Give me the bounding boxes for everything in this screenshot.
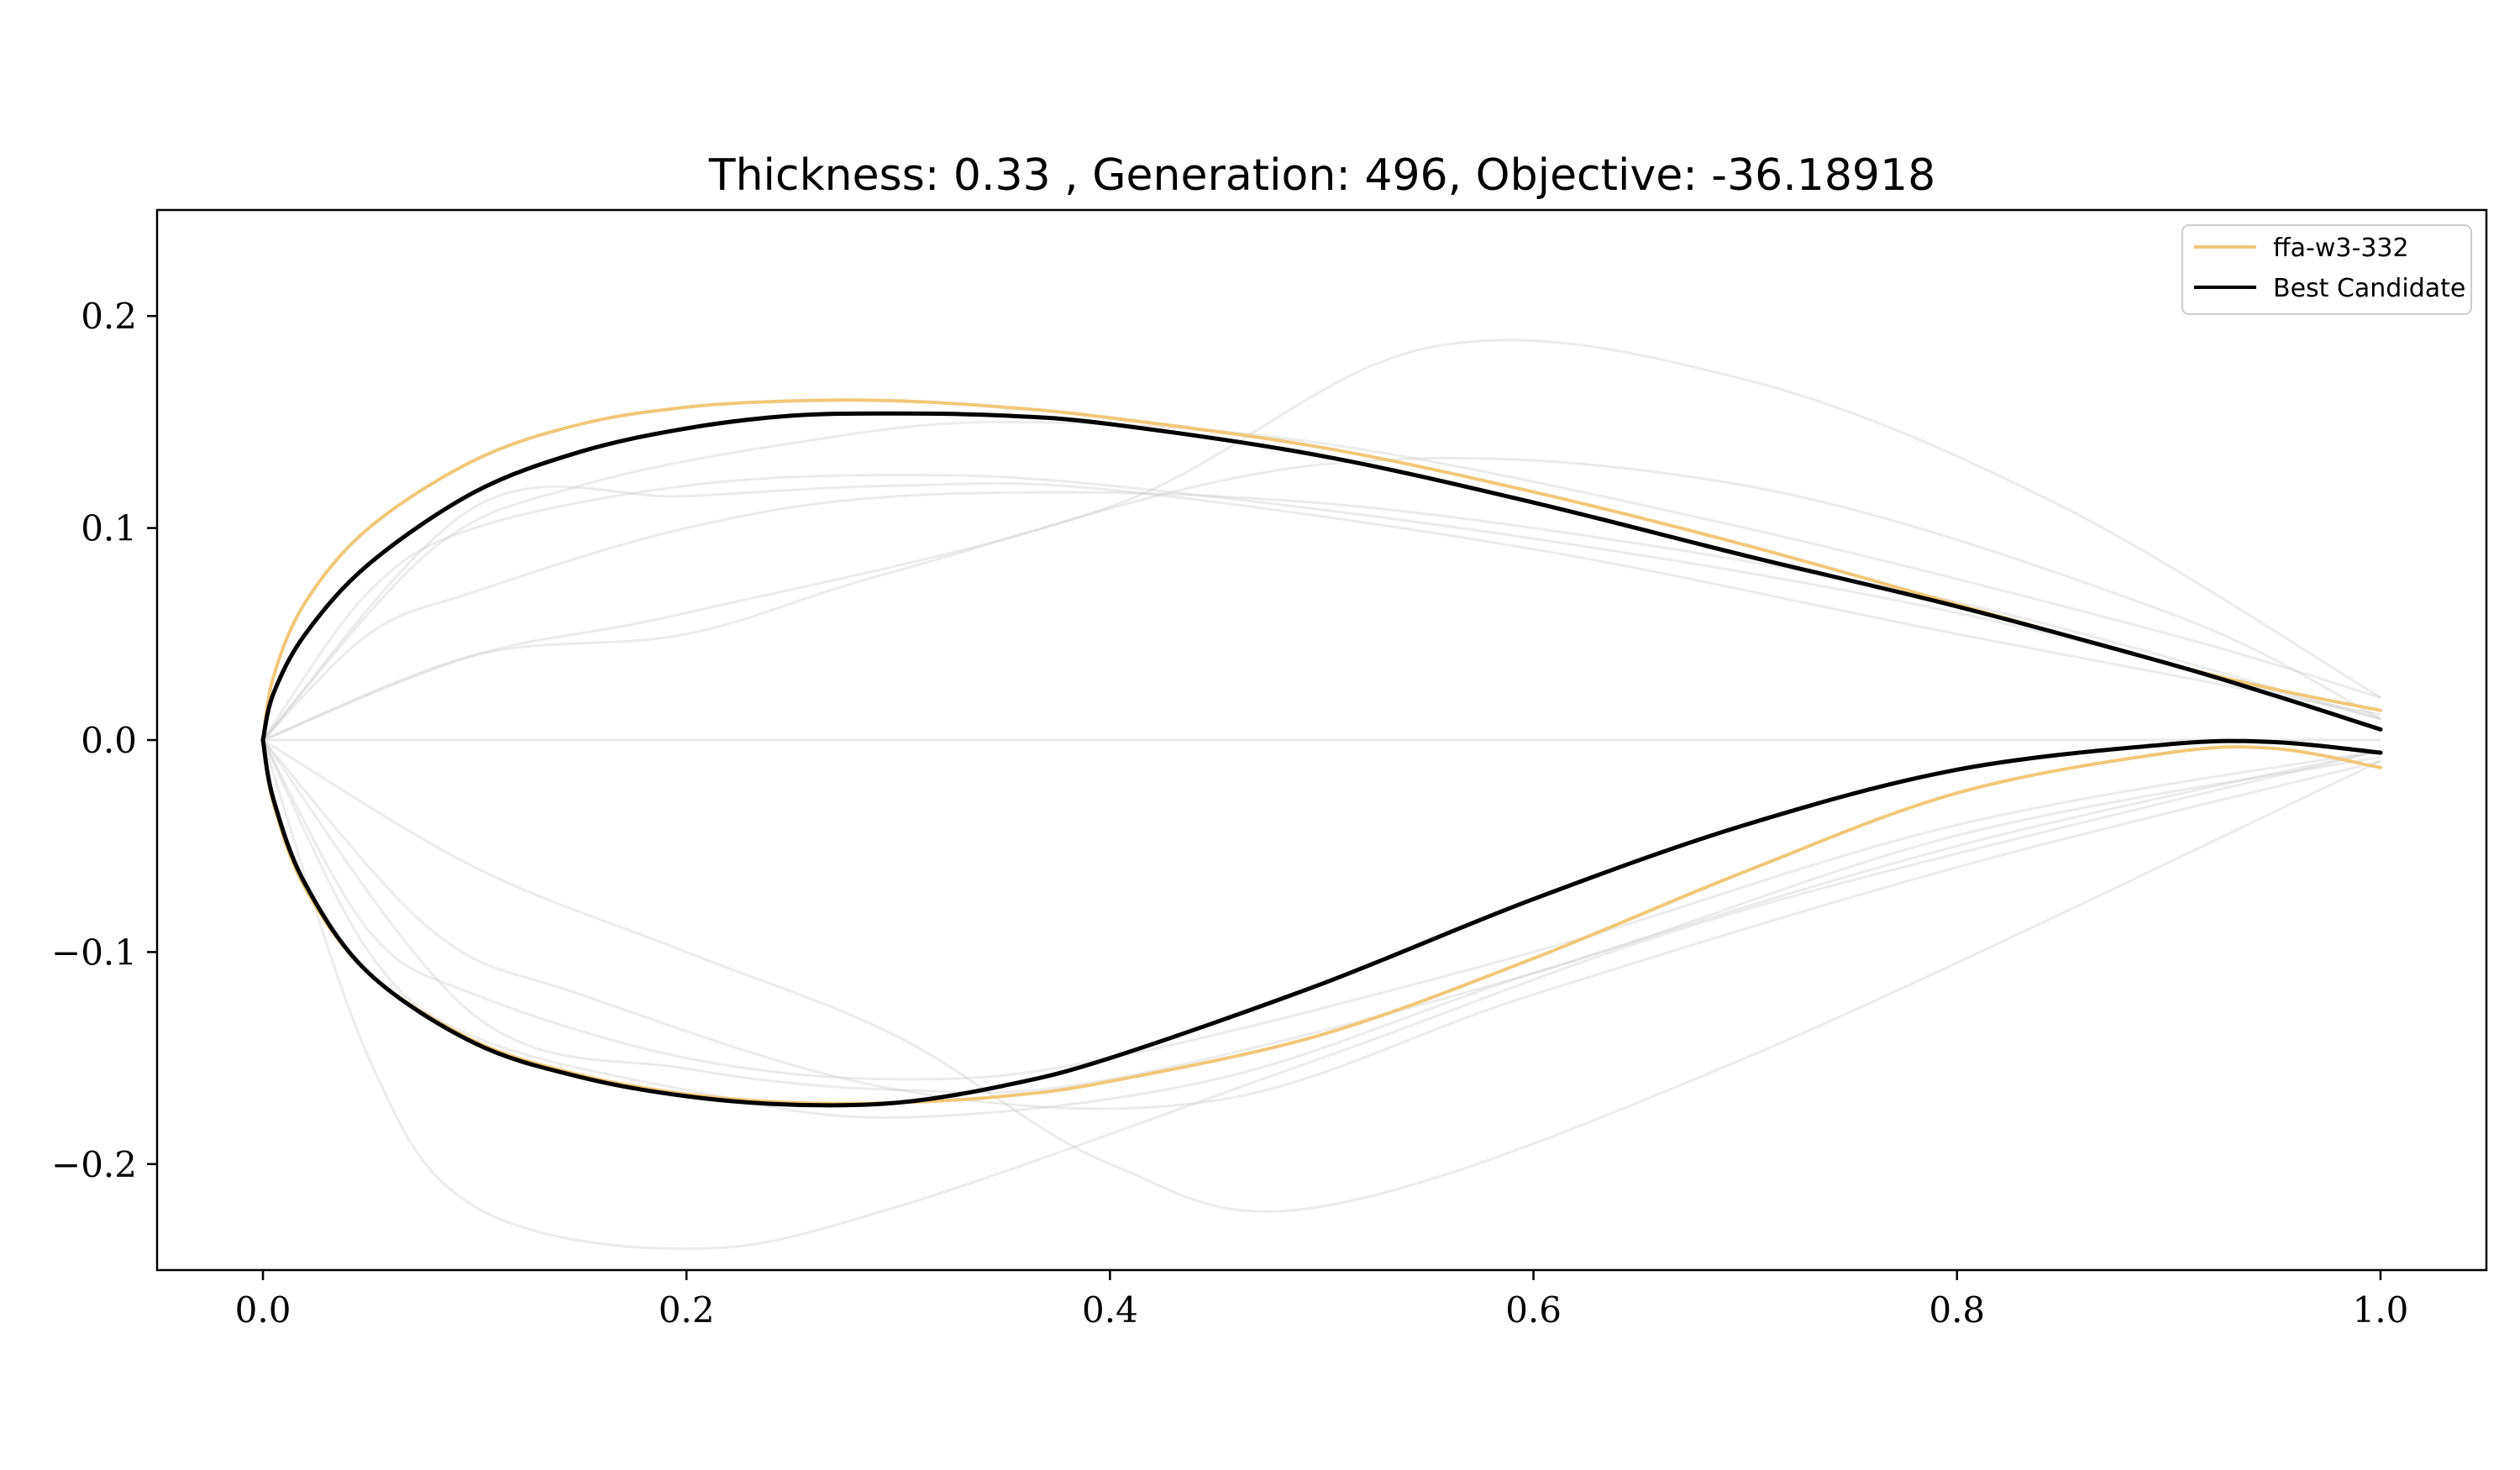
y-tick-label: −0.2 [51, 1144, 137, 1185]
x-tick-label: 0.4 [1082, 1289, 1138, 1331]
series-line-best-candidate-upper [260, 411, 2383, 743]
candidate-curve-0-lower [261, 739, 2381, 1081]
y-tick-label: 0.2 [81, 296, 137, 337]
x-tick-label: 0.6 [1505, 1289, 1562, 1331]
candidate-curve-4-lower [261, 739, 2381, 1095]
chart-title: Thickness: 0.33 , Generation: 496, Objec… [708, 150, 1935, 201]
candidate-curve-5-lower [262, 738, 2381, 1213]
y-tick-label: −0.1 [51, 932, 137, 973]
candidate-curve-2-upper [262, 339, 2381, 742]
y-tick-label: 0.0 [81, 720, 137, 761]
x-tick-label: 0.8 [1929, 1289, 1985, 1331]
candidate-curve-3-upper [261, 420, 2381, 741]
candidate-curve-3-lower [261, 739, 2381, 1110]
y-axis: −0.2 −0.1 0.0 0.1 0.2 [51, 296, 157, 1185]
candidate-curve-1-upper [261, 491, 2381, 742]
candidate-curve-0-upper [261, 473, 2381, 741]
plot-area [260, 339, 2383, 1251]
candidate-curve-2-lower [261, 739, 2381, 1251]
candidate-curve-5-upper [262, 456, 2381, 742]
x-tick-label: 0.0 [235, 1289, 291, 1331]
legend-label-ffa-w3-332: ffa-w3-332 [2273, 234, 2409, 263]
x-tick-label: 1.0 [2353, 1289, 2409, 1331]
candidate-curve-4-upper [261, 481, 2381, 742]
candidate-curve-1-lower [261, 739, 2381, 1119]
legend-label-best-candidate: Best Candidate [2273, 274, 2465, 303]
x-tick-label: 0.2 [659, 1289, 715, 1331]
x-axis: 0.0 0.2 0.4 0.6 0.8 1.0 [235, 1270, 2409, 1331]
y-tick-label: 0.1 [81, 508, 137, 549]
series-line-best-candidate-lower [260, 738, 2383, 1108]
legend: ffa-w3-332 Best Candidate [2181, 224, 2472, 315]
